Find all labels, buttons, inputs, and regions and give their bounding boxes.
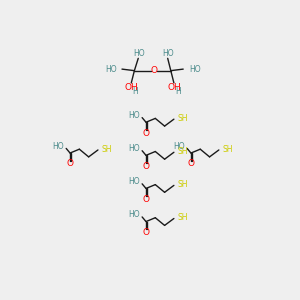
Text: HO: HO (128, 144, 140, 153)
Text: H: H (132, 87, 138, 96)
Text: HO: HO (52, 142, 64, 151)
Text: SH: SH (223, 145, 233, 154)
Text: HO: HO (133, 49, 145, 58)
Text: HO: HO (128, 177, 140, 186)
Text: HO: HO (189, 64, 201, 74)
Text: HO: HO (163, 49, 174, 58)
Text: O: O (150, 66, 157, 75)
Text: SH: SH (178, 147, 188, 156)
Text: O: O (142, 128, 149, 137)
Text: HO: HO (173, 142, 185, 151)
Text: HO: HO (128, 210, 140, 219)
Text: SH: SH (102, 145, 112, 154)
Text: SH: SH (178, 213, 188, 222)
Text: OH: OH (124, 83, 138, 92)
Text: O: O (188, 159, 194, 168)
Text: HO: HO (105, 64, 116, 74)
Text: H: H (175, 87, 181, 96)
Text: OH: OH (167, 83, 181, 92)
Text: O: O (142, 162, 149, 171)
Text: O: O (67, 159, 73, 168)
Text: HO: HO (128, 111, 140, 120)
Text: O: O (142, 195, 149, 204)
Text: O: O (142, 228, 149, 237)
Text: SH: SH (178, 114, 188, 123)
Text: SH: SH (178, 180, 188, 189)
